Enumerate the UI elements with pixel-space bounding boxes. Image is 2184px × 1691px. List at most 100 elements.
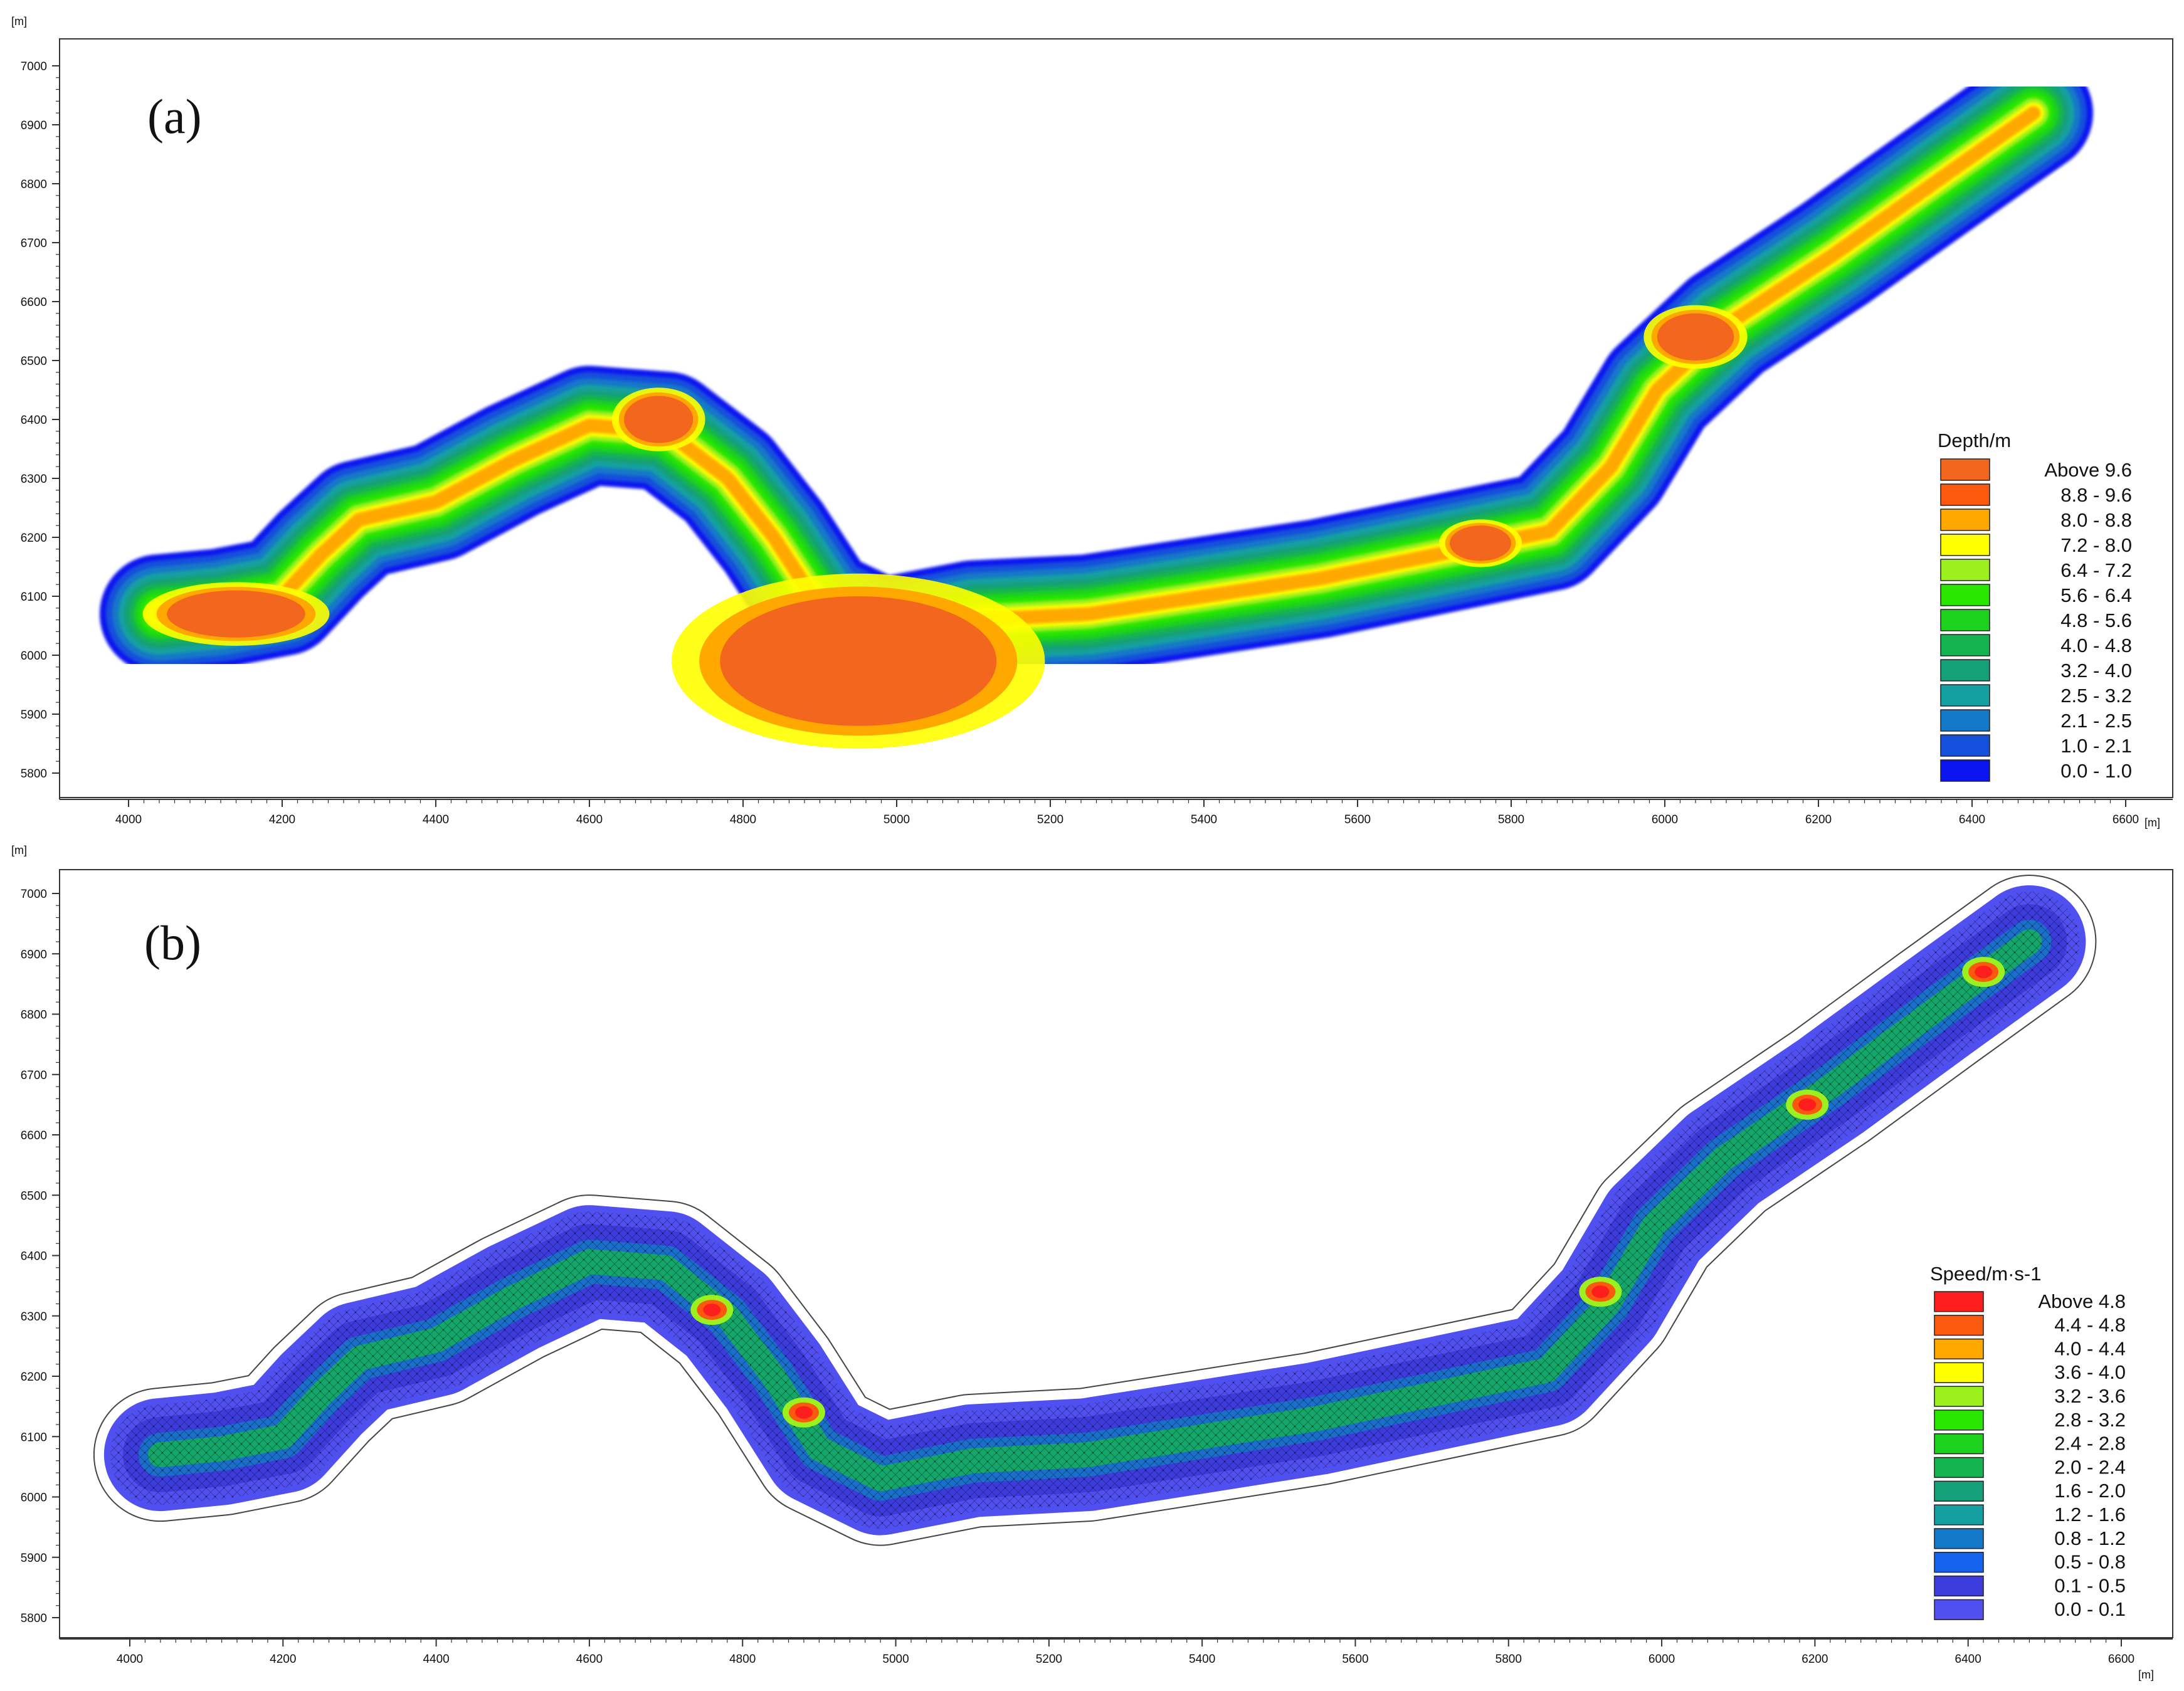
x-tick-label: 6600 bbox=[2108, 1653, 2134, 1666]
legend-label: 3.6 - 4.0 bbox=[2054, 1361, 2126, 1383]
legend-swatch bbox=[1934, 1362, 1984, 1383]
y-tick-label: 6700 bbox=[21, 237, 47, 250]
x-tick-label: 6000 bbox=[1652, 813, 1678, 826]
legend-label: 0.5 - 0.8 bbox=[2054, 1551, 2126, 1573]
y-tick-label: 7000 bbox=[21, 888, 47, 901]
x-tick-label: 6000 bbox=[1649, 1653, 1675, 1666]
legend-label: 4.0 - 4.8 bbox=[2060, 635, 2132, 656]
river-field-b bbox=[93, 875, 2097, 1546]
legend-swatch bbox=[1934, 1291, 1984, 1312]
y-tick-label: 6800 bbox=[21, 178, 47, 191]
legend-swatch bbox=[1940, 709, 1990, 732]
x-tick-label: 5600 bbox=[1342, 1653, 1368, 1666]
legend-a: Depth/m Above 9.6 8.8 - 9.6 8.0 - 8.8 7.2 -… bbox=[1938, 429, 2132, 782]
legend-label: Above 4.8 bbox=[2038, 1290, 2126, 1312]
legend-label: Above 9.6 bbox=[2044, 459, 2132, 481]
pool-deep bbox=[167, 590, 305, 638]
y-tick-label: 6500 bbox=[21, 1189, 47, 1203]
panel-label-b: (b) bbox=[144, 915, 201, 970]
legend-swatch bbox=[1940, 659, 1990, 682]
hotspot-core bbox=[1798, 1098, 1817, 1111]
x-tick-label: 4400 bbox=[423, 813, 449, 826]
y-tick-label: 6500 bbox=[21, 355, 47, 368]
legend-swatch bbox=[1940, 759, 1990, 782]
legend-swatch bbox=[1934, 1315, 1984, 1336]
x-tick-label: 5200 bbox=[1037, 813, 1063, 826]
hotspot-core bbox=[1591, 1285, 1610, 1299]
x-tick-label: 5200 bbox=[1036, 1653, 1062, 1666]
legend-swatch bbox=[1934, 1575, 1984, 1597]
x-unit-label-a: [m] bbox=[2144, 816, 2160, 829]
x-axis-b: 4000 4200 4400 4600 4800 5000 5200 5400 5600 5800… bbox=[60, 1638, 2173, 1666]
legend-swatch bbox=[1940, 634, 1990, 656]
y-axis-b: 5800 5900 6000 6100 6200 6300 6400 6500 6600 6700… bbox=[21, 870, 60, 1639]
legend-label: 7.2 - 8.0 bbox=[2060, 534, 2132, 556]
legend-swatch bbox=[1934, 1599, 1984, 1620]
panel-label-a: (a) bbox=[147, 89, 202, 144]
legend-swatch bbox=[1934, 1528, 1984, 1549]
y-tick-label: 6600 bbox=[21, 1129, 47, 1142]
legend-label: 4.8 - 5.6 bbox=[2060, 609, 2132, 631]
legend-label: 1.0 - 2.1 bbox=[2060, 735, 2132, 757]
y-tick-label: 6000 bbox=[21, 650, 47, 663]
legend-swatch bbox=[1934, 1504, 1984, 1525]
legend-swatch bbox=[1940, 483, 1990, 506]
hotspot-core bbox=[1975, 966, 1993, 979]
legend-label: 2.0 - 2.4 bbox=[2054, 1456, 2126, 1478]
x-tick-label: 4200 bbox=[270, 1653, 296, 1666]
mesh-overlay bbox=[110, 892, 2080, 1529]
x-axis-a: 4000 4200 4400 4600 4800 5000 5200 5400 5600 5800… bbox=[60, 799, 2173, 826]
legend-label: 4.4 - 4.8 bbox=[2054, 1314, 2126, 1336]
x-tick-label: 6600 bbox=[2113, 813, 2139, 826]
y-unit-label-b: [m] bbox=[11, 844, 27, 856]
x-unit-label-b: [m] bbox=[2138, 1668, 2154, 1681]
legend-swatch bbox=[1934, 1480, 1984, 1502]
speed-panel: [m] [m] (b) 4000 4200 4400 4600 4800 5000 5200… bbox=[11, 844, 2173, 1681]
legend-swatch bbox=[1940, 559, 1990, 581]
x-tick-label: 6200 bbox=[1802, 1653, 1828, 1666]
y-tick-label: 6300 bbox=[21, 1310, 47, 1324]
y-tick-label: 5900 bbox=[21, 709, 47, 722]
y-tick-label: 5800 bbox=[21, 767, 47, 781]
legend-label: 0.0 - 1.0 bbox=[2060, 760, 2132, 782]
legend-swatch bbox=[1940, 458, 1990, 481]
river-field-a bbox=[100, 53, 2093, 749]
x-tick-label: 5000 bbox=[882, 1653, 909, 1666]
legend-swatch bbox=[1934, 1338, 1984, 1360]
x-tick-label: 4600 bbox=[576, 1653, 603, 1666]
legend-swatch bbox=[1940, 609, 1990, 631]
legend-swatch bbox=[1934, 1433, 1984, 1455]
x-tick-label: 5800 bbox=[1498, 813, 1524, 826]
pool-deep bbox=[720, 596, 997, 726]
legend-label: 1.2 - 1.6 bbox=[2054, 1504, 2126, 1525]
y-tick-label: 6800 bbox=[21, 1009, 47, 1022]
x-tick-label: 4600 bbox=[576, 813, 603, 826]
legend-swatch bbox=[1934, 1552, 1984, 1573]
legend-label: 1.6 - 2.0 bbox=[2054, 1480, 2126, 1502]
y-tick-label: 6100 bbox=[21, 591, 47, 604]
y-tick-label: 6300 bbox=[21, 473, 47, 486]
legend-swatch bbox=[1940, 584, 1990, 606]
legend-label: 2.5 - 3.2 bbox=[2060, 685, 2132, 707]
y-tick-label: 6600 bbox=[21, 296, 47, 309]
legend-label: 3.2 - 4.0 bbox=[2060, 660, 2132, 682]
x-tick-label: 5800 bbox=[1496, 1653, 1522, 1666]
legend-swatch bbox=[1940, 508, 1990, 531]
legend-title-a: Depth/m bbox=[1938, 429, 2011, 451]
legend-label: 4.0 - 4.4 bbox=[2054, 1337, 2126, 1359]
y-tick-label: 6400 bbox=[21, 414, 47, 427]
legend-swatch bbox=[1940, 534, 1990, 556]
legend-title-b: Speed/m·s-1 bbox=[1930, 1263, 2041, 1285]
legend-label: 0.0 - 0.1 bbox=[2054, 1598, 2126, 1620]
y-tick-label: 6900 bbox=[21, 119, 47, 132]
legend-label: 2.8 - 3.2 bbox=[2054, 1409, 2126, 1431]
y-tick-label: 6400 bbox=[21, 1250, 47, 1263]
hotspot-core bbox=[794, 1406, 813, 1419]
legend-b: Speed/m·s-1 Above 4.84.4 - 4.84.0 - 4.43… bbox=[1930, 1263, 2126, 1620]
y-tick-label: 6100 bbox=[21, 1431, 47, 1444]
legend-label: 5.6 - 6.4 bbox=[2060, 584, 2132, 606]
legend-swatch bbox=[1934, 1457, 1984, 1478]
x-tick-label: 6400 bbox=[1955, 1653, 1981, 1666]
legend-label: 2.1 - 2.5 bbox=[2060, 710, 2132, 732]
